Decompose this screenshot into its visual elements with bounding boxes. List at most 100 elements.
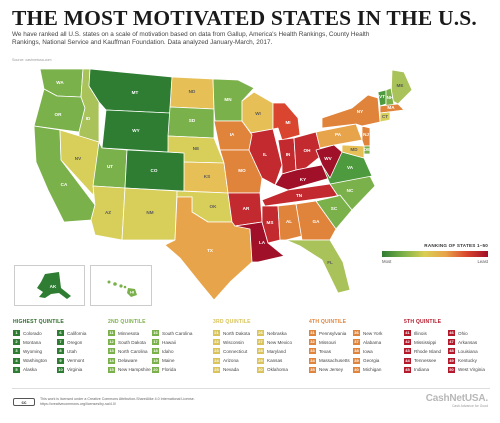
rank-badge: 1 (13, 330, 20, 336)
state-name: Kansas (267, 358, 283, 364)
rank-badge: 26 (257, 330, 264, 336)
quintile-item: 19 Maine (152, 357, 196, 364)
legend-title: RANKING OF STATES 1–50 (424, 243, 488, 248)
state-name: New Jersey (319, 367, 343, 373)
rank-badge: 17 (152, 339, 159, 346)
state-mi (272, 102, 301, 141)
label-ne: NE (193, 146, 199, 151)
quintile-item: 4 Washington (13, 357, 57, 364)
rank-badge: 11 (108, 330, 115, 336)
label-sd: SD (189, 118, 196, 123)
quintile-item: 8 Utah (57, 348, 101, 355)
rank-badge: 9 (57, 357, 64, 364)
label-vt: VT (379, 94, 385, 99)
rank-badge: 4 (13, 357, 20, 364)
state-name: Mississippi (414, 339, 437, 345)
state-pa (315, 123, 363, 149)
footer-divider (12, 388, 490, 389)
quintile-item: 38 Iowa (353, 348, 397, 355)
quintile-item: 50 West Virginia (448, 366, 492, 373)
state-name: South Carolina (162, 330, 193, 336)
label-mi: MI (285, 120, 290, 125)
state-name: Arkansas (458, 339, 478, 345)
rank-badge: 28 (257, 348, 264, 355)
quintile-column: HIGHEST QUINTILE 1 Colorado 6 California 2 Mon… (13, 319, 101, 373)
label-nc: NC (347, 188, 354, 193)
hawaii-inset: HI (90, 265, 152, 306)
state-name: Missouri (319, 339, 337, 345)
quintile-item: 12 South Dakota (108, 339, 152, 346)
label-ct: CT (382, 114, 388, 119)
rank-badge: 20 (152, 366, 159, 373)
quintile-item: 36 New York (353, 330, 397, 336)
state-name: Maine (162, 358, 175, 364)
state-fl (285, 239, 351, 294)
state-name: Minnesota (118, 330, 140, 336)
state-il (248, 128, 283, 186)
label-ms: MS (267, 220, 274, 225)
state-name: Tennessee (414, 358, 437, 364)
label-az: AZ (105, 210, 111, 215)
rank-badge: 24 (213, 357, 220, 364)
quintile-item: 9 Vermont (57, 357, 101, 364)
state-ma (379, 103, 405, 114)
state-name: Florida (162, 367, 177, 373)
quintile-heading: 2ND QUINTILE (108, 319, 146, 325)
quintile-item: 43 Rhode Island (404, 348, 448, 355)
quintile-item: 33 Texas (309, 348, 353, 355)
quintile-item: 17 Hawaii (152, 339, 196, 346)
quintile-item: 3 Wyoming (13, 348, 57, 355)
state-name: Wisconsin (223, 339, 244, 345)
quintile-item: 39 Georgia (353, 357, 397, 364)
rank-badge: 36 (353, 330, 360, 336)
state-name: South Dakota (118, 339, 146, 345)
quintile-item: 11 Minnesota (108, 330, 152, 336)
quintile-item: 29 Kansas (257, 357, 301, 364)
rank-badge: 15 (108, 366, 115, 373)
rank-badge: 6 (57, 330, 64, 336)
quintile-item: 48 Louisiana (448, 348, 492, 355)
state-name: Idaho (162, 348, 174, 354)
state-name: Louisiana (458, 348, 478, 354)
state-al (277, 203, 303, 241)
state-tx (164, 196, 253, 301)
state-name: Utah (67, 348, 77, 354)
rank-badge: 42 (404, 339, 411, 346)
state-name: West Virginia (458, 367, 485, 373)
quintile-item: 13 North Carolina (108, 348, 152, 355)
state-name: Texas (319, 348, 331, 354)
rank-badge: 18 (152, 348, 159, 355)
rank-badge: 35 (309, 366, 316, 373)
quintile-item: 32 Missouri (309, 339, 353, 346)
brand-tagline: Cash Advance for Good (451, 404, 488, 408)
rank-badge: 46 (448, 330, 455, 336)
state-name: New Hampshire (118, 367, 151, 373)
rank-badge: 2 (13, 339, 20, 346)
legend-low-label: Most (382, 259, 392, 264)
quintile-item: 20 Florida (152, 366, 196, 373)
rank-badge: 10 (57, 366, 64, 373)
rank-badge: 23 (213, 348, 220, 355)
state-name: Vermont (67, 358, 85, 364)
state-name: New Mexico (267, 339, 293, 345)
label-la: LA (259, 240, 266, 245)
state-nv (59, 129, 100, 196)
state-ga (295, 200, 337, 241)
quintile-item: 21 North Dakota (213, 330, 257, 336)
state-name: Arizona (223, 358, 239, 364)
label-md: MD (350, 147, 358, 152)
label-mo: MO (238, 168, 246, 173)
state-md (341, 144, 365, 159)
state-name: Connecticut (223, 348, 248, 354)
quintile-item: 15 New Hampshire (108, 366, 152, 373)
label-nj: NJ (363, 132, 369, 137)
state-hi (107, 280, 137, 297)
legend-high-label: Least (477, 259, 488, 264)
legend-gradient-bar (382, 251, 488, 257)
rank-badge: 14 (108, 357, 115, 364)
quintile-item: 45 Indiana (404, 366, 448, 373)
state-name: Alaska (23, 367, 37, 373)
label-pa: PA (335, 132, 342, 137)
label-wv: WV (324, 156, 332, 161)
label-ky: KY (300, 177, 306, 182)
